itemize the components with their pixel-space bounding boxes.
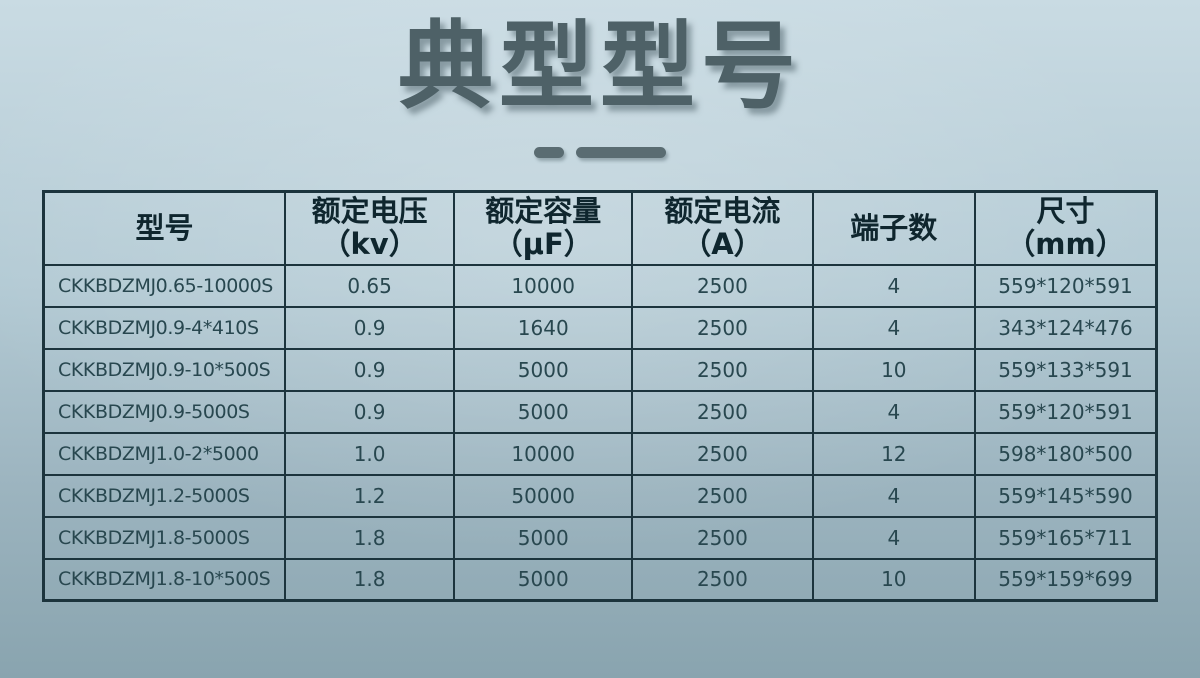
cell-rated-voltage: 1.2 — [284, 473, 456, 518]
header-line2: （mm） — [1006, 227, 1125, 262]
table-row: CKKBDZMJ0.9-5000S 0.9 5000 2500 4 559*12… — [42, 389, 1158, 434]
short-dash — [534, 147, 564, 158]
cell-rated-voltage: 0.9 — [284, 347, 456, 392]
spec-table-header: 型号 额定电压 （kv） 额定容量 （μF） 额定电流 （A） 端子数 — [42, 190, 1158, 266]
cell-dimensions: 559*165*711 — [974, 515, 1158, 560]
column-header-model: 型号 — [42, 190, 287, 266]
cell-rated-voltage: 0.65 — [284, 263, 456, 308]
cell-terminal-count: 10 — [811, 347, 977, 392]
table-row: CKKBDZMJ1.0-2*5000 1.0 10000 2500 12 598… — [42, 431, 1158, 476]
cell-rated-capacity: 5000 — [453, 515, 634, 560]
cell-dimensions: 559*120*591 — [974, 389, 1158, 434]
cell-dimensions: 559*159*699 — [974, 557, 1158, 602]
cell-terminal-count: 4 — [811, 305, 977, 350]
cell-terminal-count: 4 — [811, 515, 977, 560]
cell-model: CKKBDZMJ0.9-10*500S — [42, 347, 287, 392]
cell-terminal-count: 4 — [811, 473, 977, 518]
header-line1: 额定电压 — [311, 194, 428, 228]
column-header-rated-voltage: 额定电压 （kv） — [284, 190, 456, 266]
table-row: CKKBDZMJ0.9-10*500S 0.9 5000 2500 10 559… — [42, 347, 1158, 392]
header-line1: 额定容量 — [485, 194, 602, 228]
cell-rated-capacity: 10000 — [453, 263, 634, 308]
header-row: 型号 额定电压 （kv） 额定容量 （μF） 额定电流 （A） 端子数 — [42, 190, 1158, 266]
table-row: CKKBDZMJ0.65-10000S 0.65 10000 2500 4 55… — [42, 263, 1158, 308]
cell-rated-voltage: 1.8 — [284, 515, 456, 560]
cell-rated-current: 2500 — [631, 389, 814, 434]
cell-terminal-count: 4 — [811, 263, 977, 308]
title-section: 典型型号 — [0, 0, 1200, 119]
header-line1: 尺寸 — [1036, 194, 1095, 228]
header-line1: 额定电流 — [664, 194, 781, 228]
column-header-rated-current: 额定电流 （A） — [631, 190, 814, 266]
cell-rated-capacity: 5000 — [453, 347, 634, 392]
cell-dimensions: 343*124*476 — [974, 305, 1158, 350]
long-dash — [576, 147, 666, 158]
header-line1: 型号 — [135, 210, 194, 245]
cell-rated-current: 2500 — [631, 431, 814, 476]
cell-model: CKKBDZMJ1.2-5000S — [42, 473, 287, 518]
spec-table-body: CKKBDZMJ0.65-10000S 0.65 10000 2500 4 55… — [42, 263, 1158, 602]
cell-model: CKKBDZMJ1.0-2*5000 — [42, 431, 287, 476]
cell-model: CKKBDZMJ0.9-4*410S — [42, 305, 287, 350]
header-line2: （kv） — [321, 227, 418, 262]
cell-rated-current: 2500 — [631, 305, 814, 350]
cell-dimensions: 559*133*591 — [974, 347, 1158, 392]
cell-rated-capacity: 5000 — [453, 557, 634, 602]
cell-dimensions: 598*180*500 — [974, 431, 1158, 476]
cell-rated-current: 2500 — [631, 263, 814, 308]
cell-terminal-count: 12 — [811, 431, 977, 476]
table-row: CKKBDZMJ1.8-5000S 1.8 5000 2500 4 559*16… — [42, 515, 1158, 560]
cell-rated-voltage: 1.0 — [284, 431, 456, 476]
table-row: CKKBDZMJ1.8-10*500S 1.8 5000 2500 10 559… — [42, 557, 1158, 602]
cell-rated-capacity: 1640 — [453, 305, 634, 350]
cell-rated-voltage: 0.9 — [284, 389, 456, 434]
page-title: 典型型号 — [397, 12, 802, 122]
cell-rated-current: 2500 — [631, 473, 814, 518]
header-line1: 端子数 — [850, 210, 938, 245]
cell-model: CKKBDZMJ0.65-10000S — [42, 263, 287, 308]
header-line2: （A） — [682, 227, 763, 262]
table-row: CKKBDZMJ1.2-5000S 1.2 50000 2500 4 559*1… — [42, 473, 1158, 518]
cell-rated-current: 2500 — [631, 515, 814, 560]
header-line2: （μF） — [493, 227, 593, 262]
cell-terminal-count: 4 — [811, 389, 977, 434]
cell-dimensions: 559*120*591 — [974, 263, 1158, 308]
cell-rated-capacity: 10000 — [453, 431, 634, 476]
column-header-terminal-count: 端子数 — [811, 190, 977, 266]
cell-model: CKKBDZMJ0.9-5000S — [42, 389, 287, 434]
cell-rated-voltage: 1.8 — [284, 557, 456, 602]
cell-terminal-count: 10 — [811, 557, 977, 602]
spec-table: 型号 额定电压 （kv） 额定容量 （μF） 额定电流 （A） 端子数 — [42, 190, 1158, 603]
table-row: CKKBDZMJ0.9-4*410S 0.9 1640 2500 4 343*1… — [42, 305, 1158, 350]
column-header-dimensions: 尺寸 （mm） — [974, 190, 1158, 266]
cell-model: CKKBDZMJ1.8-5000S — [42, 515, 287, 560]
cell-rated-current: 2500 — [631, 347, 814, 392]
cell-rated-capacity: 5000 — [453, 389, 634, 434]
column-header-rated-capacity: 额定容量 （μF） — [453, 190, 634, 266]
cell-model: CKKBDZMJ1.8-10*500S — [42, 557, 287, 602]
cell-rated-capacity: 50000 — [453, 473, 634, 518]
cell-rated-current: 2500 — [631, 557, 814, 602]
title-underline — [0, 147, 1200, 158]
cell-rated-voltage: 0.9 — [284, 305, 456, 350]
cell-dimensions: 559*145*590 — [974, 473, 1158, 518]
